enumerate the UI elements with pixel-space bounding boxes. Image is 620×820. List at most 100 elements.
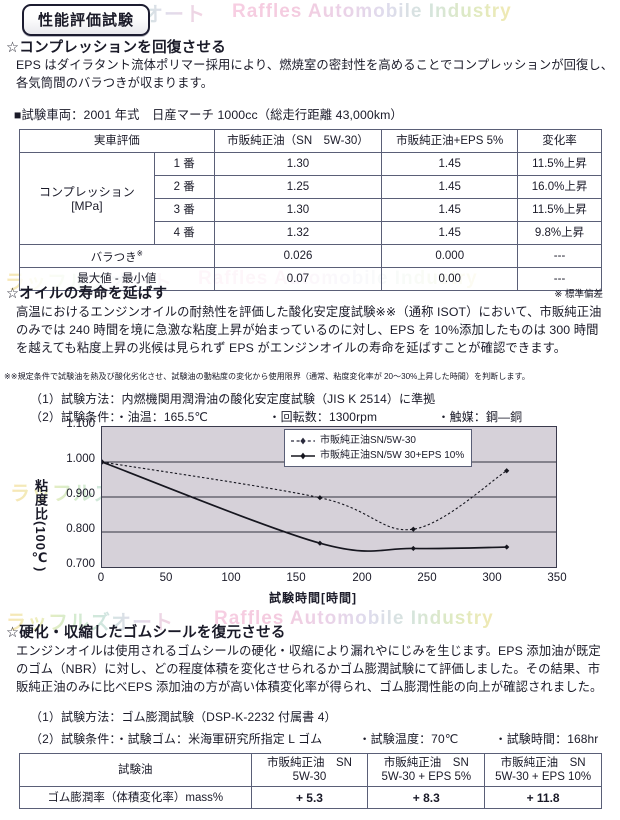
rubber-paragraph-line-2: のゴム（NBR）に対し、どの程度体積を変化させられるかゴム膨潤試験にて評価しまし… (16, 662, 601, 676)
header-cell-oil-base: 市販純正油 SN 5W-30 (250, 753, 369, 787)
header-cell-evaluation: 実車評価 (19, 129, 215, 153)
compression-test-vehicle: ■試験車両：2001 年式 日産マーチ 1000cc（総走行距離 43,000k… (14, 108, 403, 122)
compression-table: 実車評価 市販純正油（SN 5W-30） 市販純正油+EPS 5% 変化率 コン… (19, 129, 602, 291)
standard-deviation-footnote: ※ 標準偏差 (554, 289, 603, 300)
cell-rubber-swell-eps5: + 8.3 (367, 786, 486, 809)
chart-x-axis-label: 試験時間[時間] (269, 591, 357, 605)
chart-point (317, 495, 323, 501)
x-tick-5: 250 (417, 572, 437, 584)
cell-eps-value: 1.45 (381, 175, 519, 199)
cell-cylinder-label: 4 番 (153, 221, 215, 245)
y-tick-3: 0.800 (66, 523, 95, 535)
cell-change-value: --- (517, 244, 602, 268)
cell-rubber-swell-label: ゴム膨潤率（体積変化率）mass% (19, 786, 252, 809)
oil-life-condition-2: （2）試験条件：・油温：165.5℃ ・回転数：1300rpm ・触媒：鋼―銅 (30, 410, 523, 424)
rubber-swell-table: 試験油 市販純正油 SN 5W-30 市販純正油 SN 5W-30 + EPS … (19, 753, 602, 809)
variance-footnote-marker: ※ (136, 249, 143, 259)
header-line1: 市販純正油 SN (383, 757, 469, 769)
header-cell-base-oil: 市販純正油（SN 5W-30） (213, 129, 383, 153)
legend-label-base-oil: 市販純正油SN/5W-30 (320, 435, 416, 446)
cell-change-value: --- (517, 267, 602, 291)
chart-point (504, 544, 510, 550)
chart-point (317, 540, 323, 546)
chart-y-tick-group: 1.100 1.000 0.900 0.800 0.700 (49, 418, 95, 570)
legend-label-eps-oil: 市販純正油SN/5W 30+EPS 10% (320, 450, 465, 461)
header-cell-oil-eps5: 市販純正油 SN 5W-30 + EPS 5% (367, 753, 486, 787)
x-tick-3: 150 (286, 572, 306, 584)
header-cell-test-oil: 試験油 (19, 753, 252, 787)
header-line2: 5W-30 + EPS 5% (381, 771, 472, 783)
x-tick-6: 300 (482, 572, 502, 584)
oil-life-paragraph-line-2: のみでは 240 時間を境に急激な粘度上昇が始まっているのに対し、EPS を 1… (16, 323, 599, 337)
oil-life-paragraph-line-1: 高温におけるエンジンオイルの耐熱性を評価した酸化安定度試験※※（通称 ISOT）… (16, 305, 602, 319)
section-heading-oil-life: ☆オイルの寿命を延ばす (6, 286, 168, 302)
compression-paragraph-line-1: EPS はダイラタント流体ポリマー採用により、燃焼室の密封性を高めることでコンプ… (16, 58, 614, 72)
row-group-label-line1: コンプレッション (39, 184, 135, 199)
cell-minmax-label: 最大値 - 最小値 (19, 267, 215, 291)
watermark-english-top: Raffles Automobile Industry (232, 1, 512, 22)
cell-eps-value: 0.00 (381, 267, 519, 291)
cell-rubber-swell-base: + 5.3 (250, 786, 369, 809)
oil-life-condition-1: （1）試験方法：内燃機関用潤滑油の酸化安定度試験（JIS K 2514）に準拠 (30, 392, 436, 406)
x-tick-1: 50 (159, 572, 173, 584)
rubber-paragraph-line-1: エンジンオイルは使用されるゴムシールの硬化・収縮により漏れやにじみを生じます。E… (16, 644, 601, 658)
header-line1: 市販純正油 SN (266, 757, 352, 769)
header-cell-oil-eps10: 市販純正油 SN 5W-30 + EPS 10% (484, 753, 602, 787)
cell-base-value: 1.32 (213, 221, 383, 245)
chart-series-1 (99, 459, 510, 552)
cell-change-value: 16.0%上昇 (517, 175, 602, 199)
cell-cylinder-label: 1 番 (153, 152, 215, 176)
viscosity-line-chart: 粘度比(100℃) 1.100 1.000 0.900 0.800 0.700 … (33, 418, 593, 606)
cell-change-value: 9.8%上昇 (517, 221, 602, 245)
page-title-badge: 性能評価試験 (22, 4, 151, 36)
legend-entry-eps-oil: 市販純正油SN/5W 30+EPS 10% (290, 448, 464, 463)
chart-legend: 市販純正油SN/5W-30 市販純正油SN/5W 30+EPS 10% (284, 429, 473, 467)
chart-series-0 (99, 459, 510, 532)
cell-cylinder-label: 3 番 (153, 198, 215, 222)
cell-base-value: 1.25 (213, 175, 383, 199)
oil-life-small-note: ※※規定条件で試験油を熱及び酸化劣化させ、試験油の動粘度の変化から使用限界（通常… (4, 372, 530, 381)
y-tick-0: 1.100 (66, 418, 95, 430)
header-cell-change-rate: 変化率 (517, 129, 602, 153)
cell-base-value: 0.07 (213, 267, 383, 291)
cell-rubber-swell-eps10: + 11.8 (484, 786, 602, 809)
x-tick-0: 0 (97, 572, 105, 584)
cell-eps-value: 0.000 (381, 244, 519, 268)
section-heading-rubber: ☆硬化・収縮したゴムシールを復元させる (6, 625, 286, 641)
cell-base-value: 1.30 (213, 152, 383, 176)
legend-entry-base-oil: 市販純正油SN/5W-30 (290, 433, 464, 448)
rubber-paragraph-line-3: 販純正油のみに比べEPS 添加油の方が高い体積変化率が得られ、ゴム膨潤性能の向上… (16, 680, 603, 694)
header-cell-eps-oil: 市販純正油+EPS 5% (381, 129, 519, 153)
chart-svg (99, 459, 556, 552)
section-heading-compression: ☆コンプレッションを回復させる (6, 40, 227, 56)
cell-eps-value: 1.45 (381, 221, 519, 245)
cell-cylinder-label: 2 番 (153, 175, 215, 199)
row-group-label-line2: [MPa] (71, 198, 103, 213)
x-tick-4: 200 (352, 572, 372, 584)
cell-base-value: 1.30 (213, 198, 383, 222)
chart-point (99, 459, 105, 465)
x-tick-7: 350 (547, 572, 567, 584)
legend-swatch-solid-icon (291, 452, 315, 459)
y-tick-2: 0.900 (66, 488, 95, 500)
oil-life-paragraph-line-3: を越えても粘度上昇の兆候は見られず EPS がエンジンオイルの寿命を延ばすことが… (16, 341, 567, 355)
y-tick-1: 1.000 (66, 453, 95, 465)
cell-eps-value: 1.45 (381, 152, 519, 176)
legend-swatch-dotted-icon (291, 437, 315, 444)
table-row: 3 番 1.30 1.45 11.5%上昇 (20, 198, 602, 222)
table-row-variance: バラつき※ 0.026 0.000 --- (19, 244, 602, 268)
cell-change-value: 11.5%上昇 (517, 152, 602, 176)
table-header-row: 実車評価 市販純正油（SN 5W-30） 市販純正油+EPS 5% 変化率 (19, 129, 602, 153)
chart-point (504, 468, 510, 474)
cell-variance-label: バラつき※ (19, 244, 215, 268)
table-header-row: 試験油 市販純正油 SN 5W-30 市販純正油 SN 5W-30 + EPS … (19, 753, 602, 787)
chart-y-axis-label: 粘度比(100℃) (33, 479, 48, 573)
compression-paragraph-line-2: 各気筒間のバラつきが収まります。 (16, 76, 214, 90)
row-group-label-compression: コンプレッション [MPa] (19, 152, 155, 245)
header-line2: 5W-30 + EPS 10% (495, 771, 592, 783)
cell-change-value: 11.5%上昇 (517, 198, 602, 222)
variance-label-text: バラつき (90, 251, 137, 264)
rubber-condition-2: （2）試験条件：・試験ゴム：米海軍研究所指定 L ゴム ・試験温度：70℃ ・試… (30, 732, 599, 746)
y-tick-4: 0.700 (66, 558, 95, 570)
